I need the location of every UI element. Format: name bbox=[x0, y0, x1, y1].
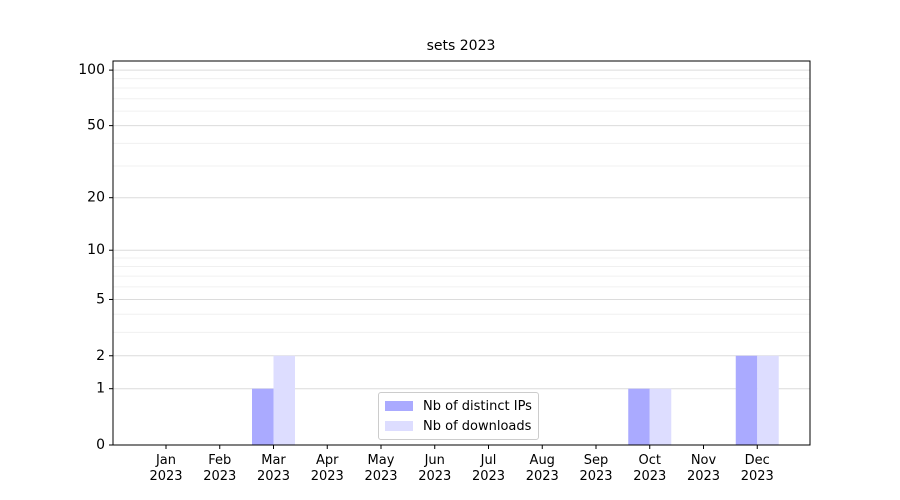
legend-swatch bbox=[385, 421, 413, 431]
legend-label: Nb of downloads bbox=[423, 418, 532, 434]
x-tick-label: Feb 2023 bbox=[203, 453, 237, 484]
x-tick-label: Jun 2023 bbox=[418, 453, 452, 484]
y-tick-label: 1 bbox=[96, 381, 105, 397]
bar bbox=[252, 388, 274, 445]
legend-swatch bbox=[385, 401, 413, 411]
x-tick-label: Apr 2023 bbox=[310, 453, 344, 484]
bar bbox=[628, 388, 650, 445]
legend-label: Nb of distinct IPs bbox=[423, 398, 532, 414]
x-tick-label: Mar 2023 bbox=[256, 453, 291, 484]
plot-frame bbox=[112, 60, 811, 446]
bar bbox=[735, 355, 758, 445]
x-tick-label: Jan 2023 bbox=[149, 453, 183, 484]
legend-item: Nb of downloads bbox=[385, 416, 532, 436]
x-tick-label: Jul 2023 bbox=[471, 453, 506, 484]
x-tick-label: Nov 2023 bbox=[686, 453, 721, 484]
x-tick-label: Sep 2023 bbox=[579, 453, 613, 484]
legend-item: Nb of distinct IPs bbox=[385, 396, 532, 416]
y-tick-label: 5 bbox=[96, 291, 105, 307]
y-tick-label: 100 bbox=[78, 62, 105, 78]
x-tick-label: May 2023 bbox=[364, 453, 398, 484]
bar bbox=[757, 355, 779, 445]
y-tick-label: 50 bbox=[87, 118, 105, 134]
x-tick-label: Dec 2023 bbox=[740, 453, 774, 484]
y-tick-label: 20 bbox=[87, 190, 105, 206]
bar bbox=[273, 355, 295, 445]
y-tick-label: 10 bbox=[87, 242, 105, 258]
bar bbox=[649, 388, 672, 445]
x-tick-label: Aug 2023 bbox=[525, 453, 559, 484]
chart-title: sets 2023 bbox=[427, 38, 496, 54]
y-tick-label: 2 bbox=[96, 348, 105, 364]
legend: Nb of distinct IPs Nb of downloads bbox=[378, 392, 539, 440]
y-tick-label: 0 bbox=[96, 437, 105, 453]
x-tick-label: Oct 2023 bbox=[633, 453, 667, 484]
